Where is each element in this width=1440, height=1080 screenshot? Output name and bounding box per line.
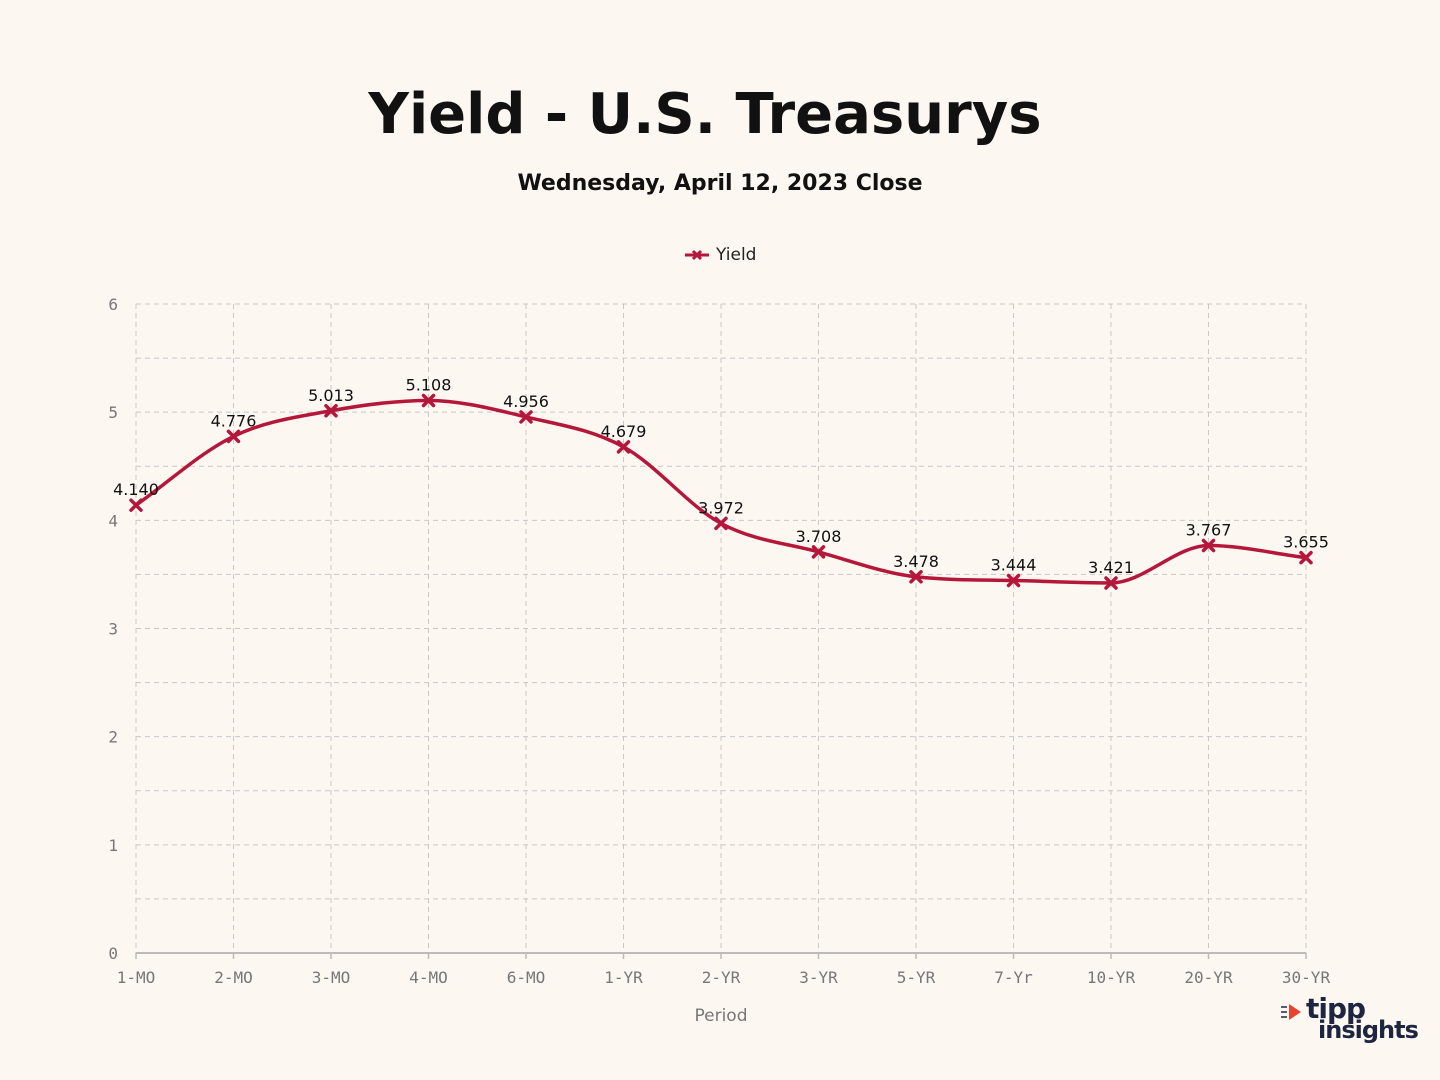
legend[interactable]: Yield	[684, 244, 756, 266]
y-tick-label: 1	[108, 836, 118, 855]
y-tick-label: 3	[108, 620, 118, 639]
data-label: 4.956	[503, 392, 549, 411]
data-label: 4.776	[211, 411, 257, 430]
data-label: 3.708	[796, 527, 842, 546]
legend-marker-icon	[685, 249, 709, 261]
data-label: 4.140	[113, 480, 159, 499]
x-axis-title: Period	[694, 1006, 747, 1026]
data-point-marker	[421, 393, 436, 408]
data-point-marker	[519, 410, 533, 424]
chart-title: Yield - U.S. Treasurys	[368, 82, 1042, 147]
x-tick-label: 5-YR	[897, 968, 936, 987]
data-point-marker	[1104, 576, 1118, 590]
y-tick-label: 6	[108, 295, 118, 314]
y-tick-label: 5	[108, 403, 118, 422]
data-point-marker	[1006, 573, 1021, 588]
x-tick-label: 3-YR	[799, 968, 838, 987]
logo-text-bottom: insights	[1318, 1016, 1419, 1044]
logo-text-top: tipp	[1306, 992, 1366, 1025]
data-label: 3.972	[698, 498, 744, 517]
data-point-marker	[129, 498, 143, 512]
data-point-marker	[909, 570, 923, 584]
x-tick-label: 4-MO	[409, 968, 448, 987]
series-line-yield	[134, 398, 1307, 585]
data-point-marker	[1201, 538, 1216, 553]
data-label: 3.767	[1186, 521, 1232, 540]
y-tick-label: 2	[108, 728, 118, 747]
y-tick-label: 4	[108, 511, 118, 530]
data-point-marker	[811, 545, 826, 559]
data-point-marker	[1299, 550, 1313, 565]
legend-label-yield: Yield	[716, 245, 757, 265]
x-tick-label: 20-YR	[1184, 968, 1233, 987]
x-tick-label: 1-MO	[117, 968, 156, 987]
data-point-marker	[226, 429, 241, 444]
x-tick-label: 3-MO	[312, 968, 351, 987]
logo-arrow-icon	[1281, 1004, 1301, 1020]
data-point-marker	[324, 404, 338, 418]
tipp-insights-logo: tipp insights	[1280, 992, 1430, 1048]
x-tick-label: 7-Yr	[994, 968, 1033, 987]
x-tick-label: 2-MO	[214, 968, 253, 987]
data-label: 3.421	[1088, 558, 1134, 577]
data-label: 3.444	[991, 555, 1037, 574]
x-tick-label: 6-MO	[507, 968, 546, 987]
data-label: 4.679	[601, 422, 647, 441]
data-label: 3.655	[1283, 533, 1329, 552]
data-label: 5.013	[308, 386, 354, 405]
data-point-marker	[714, 516, 728, 531]
x-tick-label: 10-YR	[1087, 968, 1136, 987]
x-tick-label: 30-YR	[1282, 968, 1331, 987]
x-tick-label: 1-YR	[604, 968, 643, 987]
x-tick-label: 2-YR	[702, 968, 741, 987]
chart-subtitle: Wednesday, April 12, 2023 Close	[517, 171, 923, 196]
data-label: 3.478	[893, 552, 939, 571]
data-label: 5.108	[406, 375, 452, 394]
y-tick-label: 0	[108, 944, 118, 963]
data-point-marker	[616, 440, 631, 454]
